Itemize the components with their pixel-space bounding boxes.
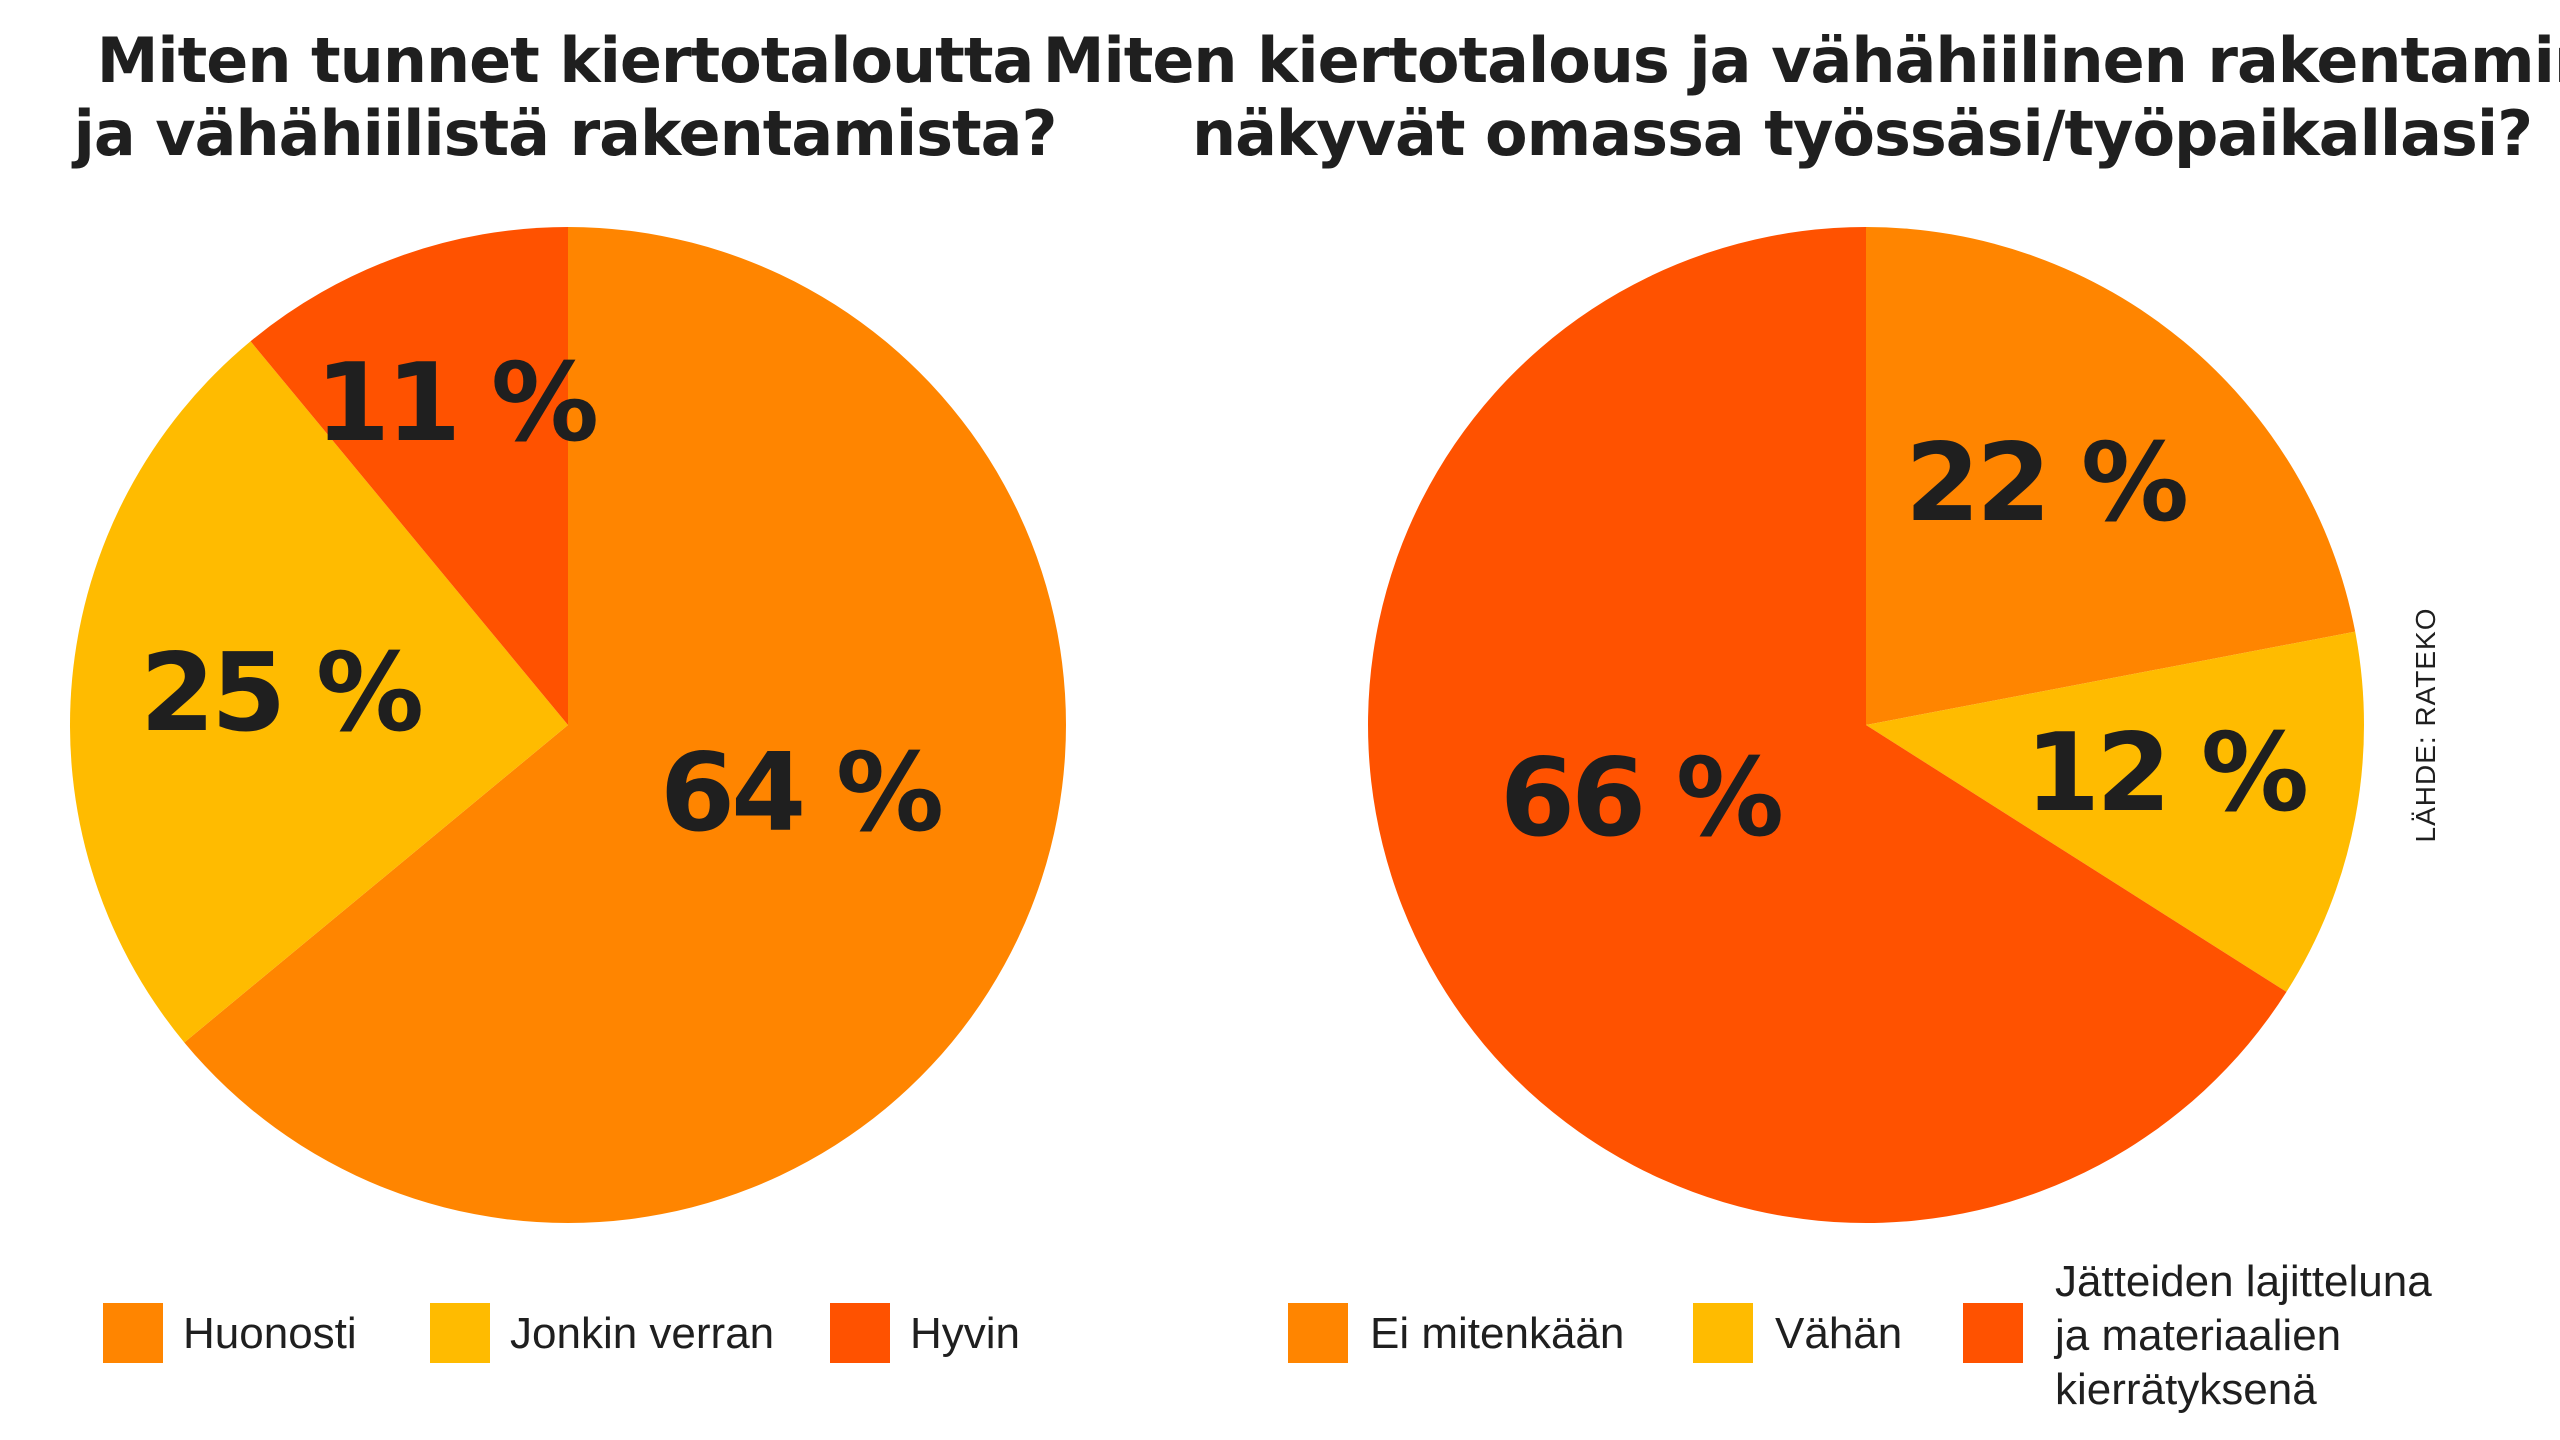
- chart-1: Miten tunnet kiertotaloutta ja vähähiili…: [69, 24, 1066, 1363]
- chart-1-legend-label-hyvin: Hyvin: [910, 1309, 1020, 1358]
- chart-1-legend-swatch-jonkin-verran: [430, 1303, 490, 1363]
- chart-2-legend-label-jatteiden-lajitteluna-line-2: ja materiaalien: [2053, 1311, 2341, 1360]
- chart-2-legend-label-vahan: Vähän: [1775, 1309, 1902, 1358]
- chart-2-slice-ei-mitenkaan: [1866, 227, 2356, 725]
- chart-1-title-line-2: ja vähähiilistä rakentamista?: [71, 97, 1057, 170]
- chart-2-title-line-1: Miten kiertotalous ja vähähiilinen raken…: [1043, 24, 2560, 97]
- chart-1-label-jonkin-verran: 25 %: [140, 631, 421, 756]
- chart-2-label-vahan: 12 %: [2025, 711, 2306, 836]
- chart-2-legend-label-jatteiden-lajitteluna-line-1: Jätteiden lajitteluna: [2055, 1257, 2432, 1306]
- chart-2-slice-vahan: [1866, 631, 2365, 992]
- chart-2-legend-swatch-vahan: [1693, 1303, 1753, 1363]
- chart-1-title-line-1: Miten tunnet kiertotaloutta: [97, 24, 1034, 97]
- chart-2: Miten kiertotalous ja vähähiilinen raken…: [1043, 24, 2560, 1414]
- chart-2-legend-label-jatteiden-lajitteluna-line-3: kierrätyksenä: [2055, 1365, 2317, 1414]
- chart-1-legend-label-jonkin-verran: Jonkin verran: [510, 1309, 774, 1358]
- chart-2-legend-label-ei-mitenkaan: Ei mitenkään: [1370, 1309, 1624, 1358]
- chart-2-slice-jatteiden-lajitteluna: [1368, 227, 2287, 1223]
- chart-2-label-jatteiden-lajitteluna: 66 %: [1500, 736, 1781, 861]
- chart-2-legend-swatch-ei-mitenkaan: [1288, 1303, 1348, 1363]
- chart-2-title-line-2: näkyvät omassa työssäsi/työpaikallasi?: [1192, 97, 2532, 170]
- chart-1-slice-jonkin-verran: [69, 341, 568, 1043]
- chart-1-legend-label-huonosti: Huonosti: [183, 1309, 357, 1358]
- chart-1-slice-huonosti: [184, 227, 1066, 1223]
- chart-1-legend-swatch-hyvin: [830, 1303, 890, 1363]
- source-note: LÄHDE: RATEKO: [2410, 608, 2441, 843]
- chart-1-label-hyvin: 11 %: [315, 341, 596, 466]
- chart-2-legend-swatch-jatteiden-lajitteluna: [1963, 1303, 2023, 1363]
- chart-1-label-huonosti: 64 %: [660, 731, 941, 856]
- chart-2-label-ei-mitenkaan: 22 %: [1905, 421, 2186, 546]
- chart-1-slice-hyvin: [250, 226, 568, 725]
- chart-1-legend-swatch-huonosti: [103, 1303, 163, 1363]
